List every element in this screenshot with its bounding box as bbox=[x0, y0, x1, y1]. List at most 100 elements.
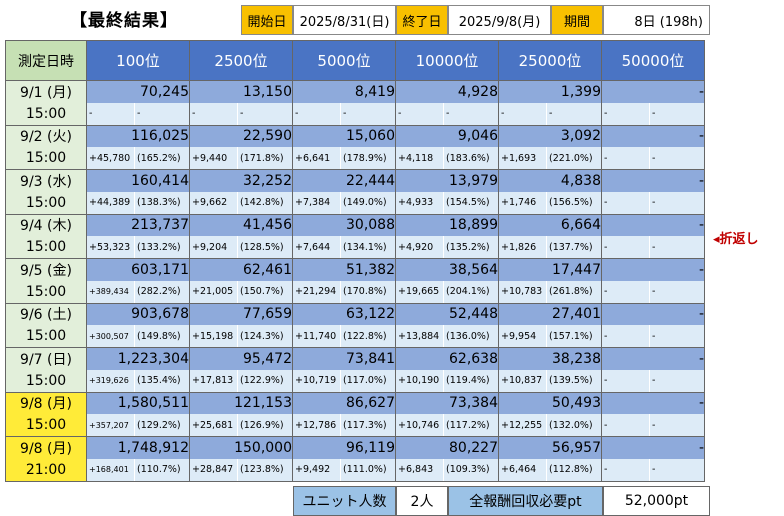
row-time: 15:00 bbox=[5, 102, 87, 126]
delta-cell: +12,255 (132.0%) bbox=[498, 414, 602, 437]
value-cell: - bbox=[601, 124, 705, 147]
delta-cell: +12,786 (117.3%) bbox=[292, 414, 396, 437]
delta-percent: (123.8%) bbox=[238, 458, 292, 481]
delta-increase: - bbox=[602, 102, 650, 125]
delta-percent: (117.3%) bbox=[341, 414, 395, 436]
delta-increase: +11,740 bbox=[293, 325, 341, 347]
delta-increase: +168,401 bbox=[87, 458, 135, 481]
value-cell: 95,472 bbox=[189, 347, 293, 370]
rank-header-100: 100位 bbox=[86, 40, 190, 81]
unit-count-value: 2人 bbox=[396, 486, 448, 516]
delta-cell: -- bbox=[189, 102, 293, 126]
value-cell: 1,399 bbox=[498, 80, 602, 103]
delta-percent: (156.5%) bbox=[547, 191, 601, 214]
delta-increase: +357,207 bbox=[87, 414, 135, 436]
value-cell: 80,227 bbox=[395, 436, 499, 459]
delta-increase: - bbox=[602, 280, 650, 303]
row-time: 21:00 bbox=[5, 458, 87, 482]
value-cell: 32,252 bbox=[189, 169, 293, 192]
delta-increase: +6,843 bbox=[396, 458, 444, 481]
delta-cell: +21,005 (150.7%) bbox=[189, 280, 293, 304]
value-cell: 603,171 bbox=[86, 258, 190, 281]
delta-percent: (128.5%) bbox=[238, 236, 292, 258]
value-cell: 86,627 bbox=[292, 391, 396, 414]
delta-increase: +44,389 bbox=[87, 191, 135, 214]
value-cell: 13,979 bbox=[395, 169, 499, 192]
delta-percent: - bbox=[650, 369, 704, 392]
delta-increase: +9,662 bbox=[190, 191, 238, 214]
value-cell: 1,223,304 bbox=[86, 347, 190, 370]
row-time: 15:00 bbox=[5, 325, 87, 348]
delta-cell: -- bbox=[498, 102, 602, 126]
delta-cell: +17,813 (122.9%) bbox=[189, 369, 293, 393]
delta-cell: -- bbox=[601, 325, 705, 348]
delta-increase: +12,255 bbox=[499, 414, 547, 436]
table-row-delta: 21:00 +168,401 (110.7%) +28,847 (123.8%) +9,4… bbox=[5, 458, 705, 482]
delta-cell: +10,783 (261.8%) bbox=[498, 280, 602, 304]
delta-cell: +15,198 (124.3%) bbox=[189, 325, 293, 348]
delta-increase: - bbox=[602, 236, 650, 258]
delta-cell: +7,384 (149.0%) bbox=[292, 191, 396, 215]
required-pt-label: 全報酬回収必要pt bbox=[448, 486, 603, 516]
delta-percent: (178.9%) bbox=[341, 147, 395, 169]
delta-cell: +7,644 (134.1%) bbox=[292, 236, 396, 259]
table-row-value: 9/6 (土) 903,678 77,659 63,122 52,448 27,401- bbox=[5, 302, 705, 325]
delta-cell: -- bbox=[601, 414, 705, 437]
delta-cell: -- bbox=[601, 147, 705, 170]
delta-percent: - bbox=[650, 191, 704, 214]
delta-percent: - bbox=[341, 102, 395, 125]
delta-percent: (119.4%) bbox=[444, 369, 498, 392]
value-cell: - bbox=[601, 169, 705, 192]
delta-percent: (129.2%) bbox=[135, 414, 189, 436]
period-label: 期間 bbox=[551, 5, 603, 35]
delta-cell: +1,693 (221.0%) bbox=[498, 147, 602, 170]
delta-increase: +10,719 bbox=[293, 369, 341, 392]
delta-percent: (138.3%) bbox=[135, 191, 189, 214]
delta-percent: - bbox=[238, 102, 292, 125]
delta-percent: - bbox=[650, 102, 704, 125]
delta-cell: -- bbox=[601, 458, 705, 482]
delta-percent: (261.8%) bbox=[547, 280, 601, 303]
delta-cell: +4,933 (154.5%) bbox=[395, 191, 499, 215]
delta-increase: +17,813 bbox=[190, 369, 238, 392]
delta-percent: (122.8%) bbox=[341, 325, 395, 347]
delta-cell: +45,780 (165.2%) bbox=[86, 147, 190, 170]
delta-percent: (204.1%) bbox=[444, 280, 498, 303]
delta-cell: +319,626 (135.4%) bbox=[86, 369, 190, 393]
table-row-delta: 15:00 +389,434 (282.2%) +21,005 (150.7%) +21,… bbox=[5, 280, 705, 304]
value-cell: 30,088 bbox=[292, 213, 396, 236]
delta-percent: (126.9%) bbox=[238, 414, 292, 436]
value-cell: 51,382 bbox=[292, 258, 396, 281]
delta-increase: +25,681 bbox=[190, 414, 238, 436]
delta-cell: +10,837 (139.5%) bbox=[498, 369, 602, 393]
value-cell: 13,150 bbox=[189, 80, 293, 103]
value-cell: 96,119 bbox=[292, 436, 396, 459]
delta-cell: -- bbox=[601, 236, 705, 259]
delta-cell: -- bbox=[601, 369, 705, 393]
value-cell: 70,245 bbox=[86, 80, 190, 103]
delta-increase: +9,204 bbox=[190, 236, 238, 258]
row-time: 15:00 bbox=[5, 191, 87, 215]
value-cell: 903,678 bbox=[86, 302, 190, 325]
delta-cell: +9,204 (128.5%) bbox=[189, 236, 293, 259]
delta-increase: +6,464 bbox=[499, 458, 547, 481]
delta-cell: +300,507 (149.8%) bbox=[86, 325, 190, 348]
delta-percent: (139.5%) bbox=[547, 369, 601, 392]
value-cell: 38,564 bbox=[395, 258, 499, 281]
value-cell: 1,580,511 bbox=[86, 391, 190, 414]
delta-cell: +168,401 (110.7%) bbox=[86, 458, 190, 482]
rank-header-50000: 50000位 bbox=[601, 40, 705, 81]
delta-cell: +389,434 (282.2%) bbox=[86, 280, 190, 304]
delta-cell: +21,294 (170.8%) bbox=[292, 280, 396, 304]
value-cell: - bbox=[601, 436, 705, 459]
delta-increase: +10,746 bbox=[396, 414, 444, 436]
row-date: 9/5 (金) bbox=[5, 258, 87, 281]
row-time: 15:00 bbox=[5, 236, 87, 259]
delta-increase: +21,005 bbox=[190, 280, 238, 303]
value-cell: 160,414 bbox=[86, 169, 190, 192]
row-time: 15:00 bbox=[5, 280, 87, 304]
value-cell: 52,448 bbox=[395, 302, 499, 325]
delta-increase: +15,198 bbox=[190, 325, 238, 347]
delta-percent: (170.8%) bbox=[341, 280, 395, 303]
value-cell: 18,899 bbox=[395, 213, 499, 236]
